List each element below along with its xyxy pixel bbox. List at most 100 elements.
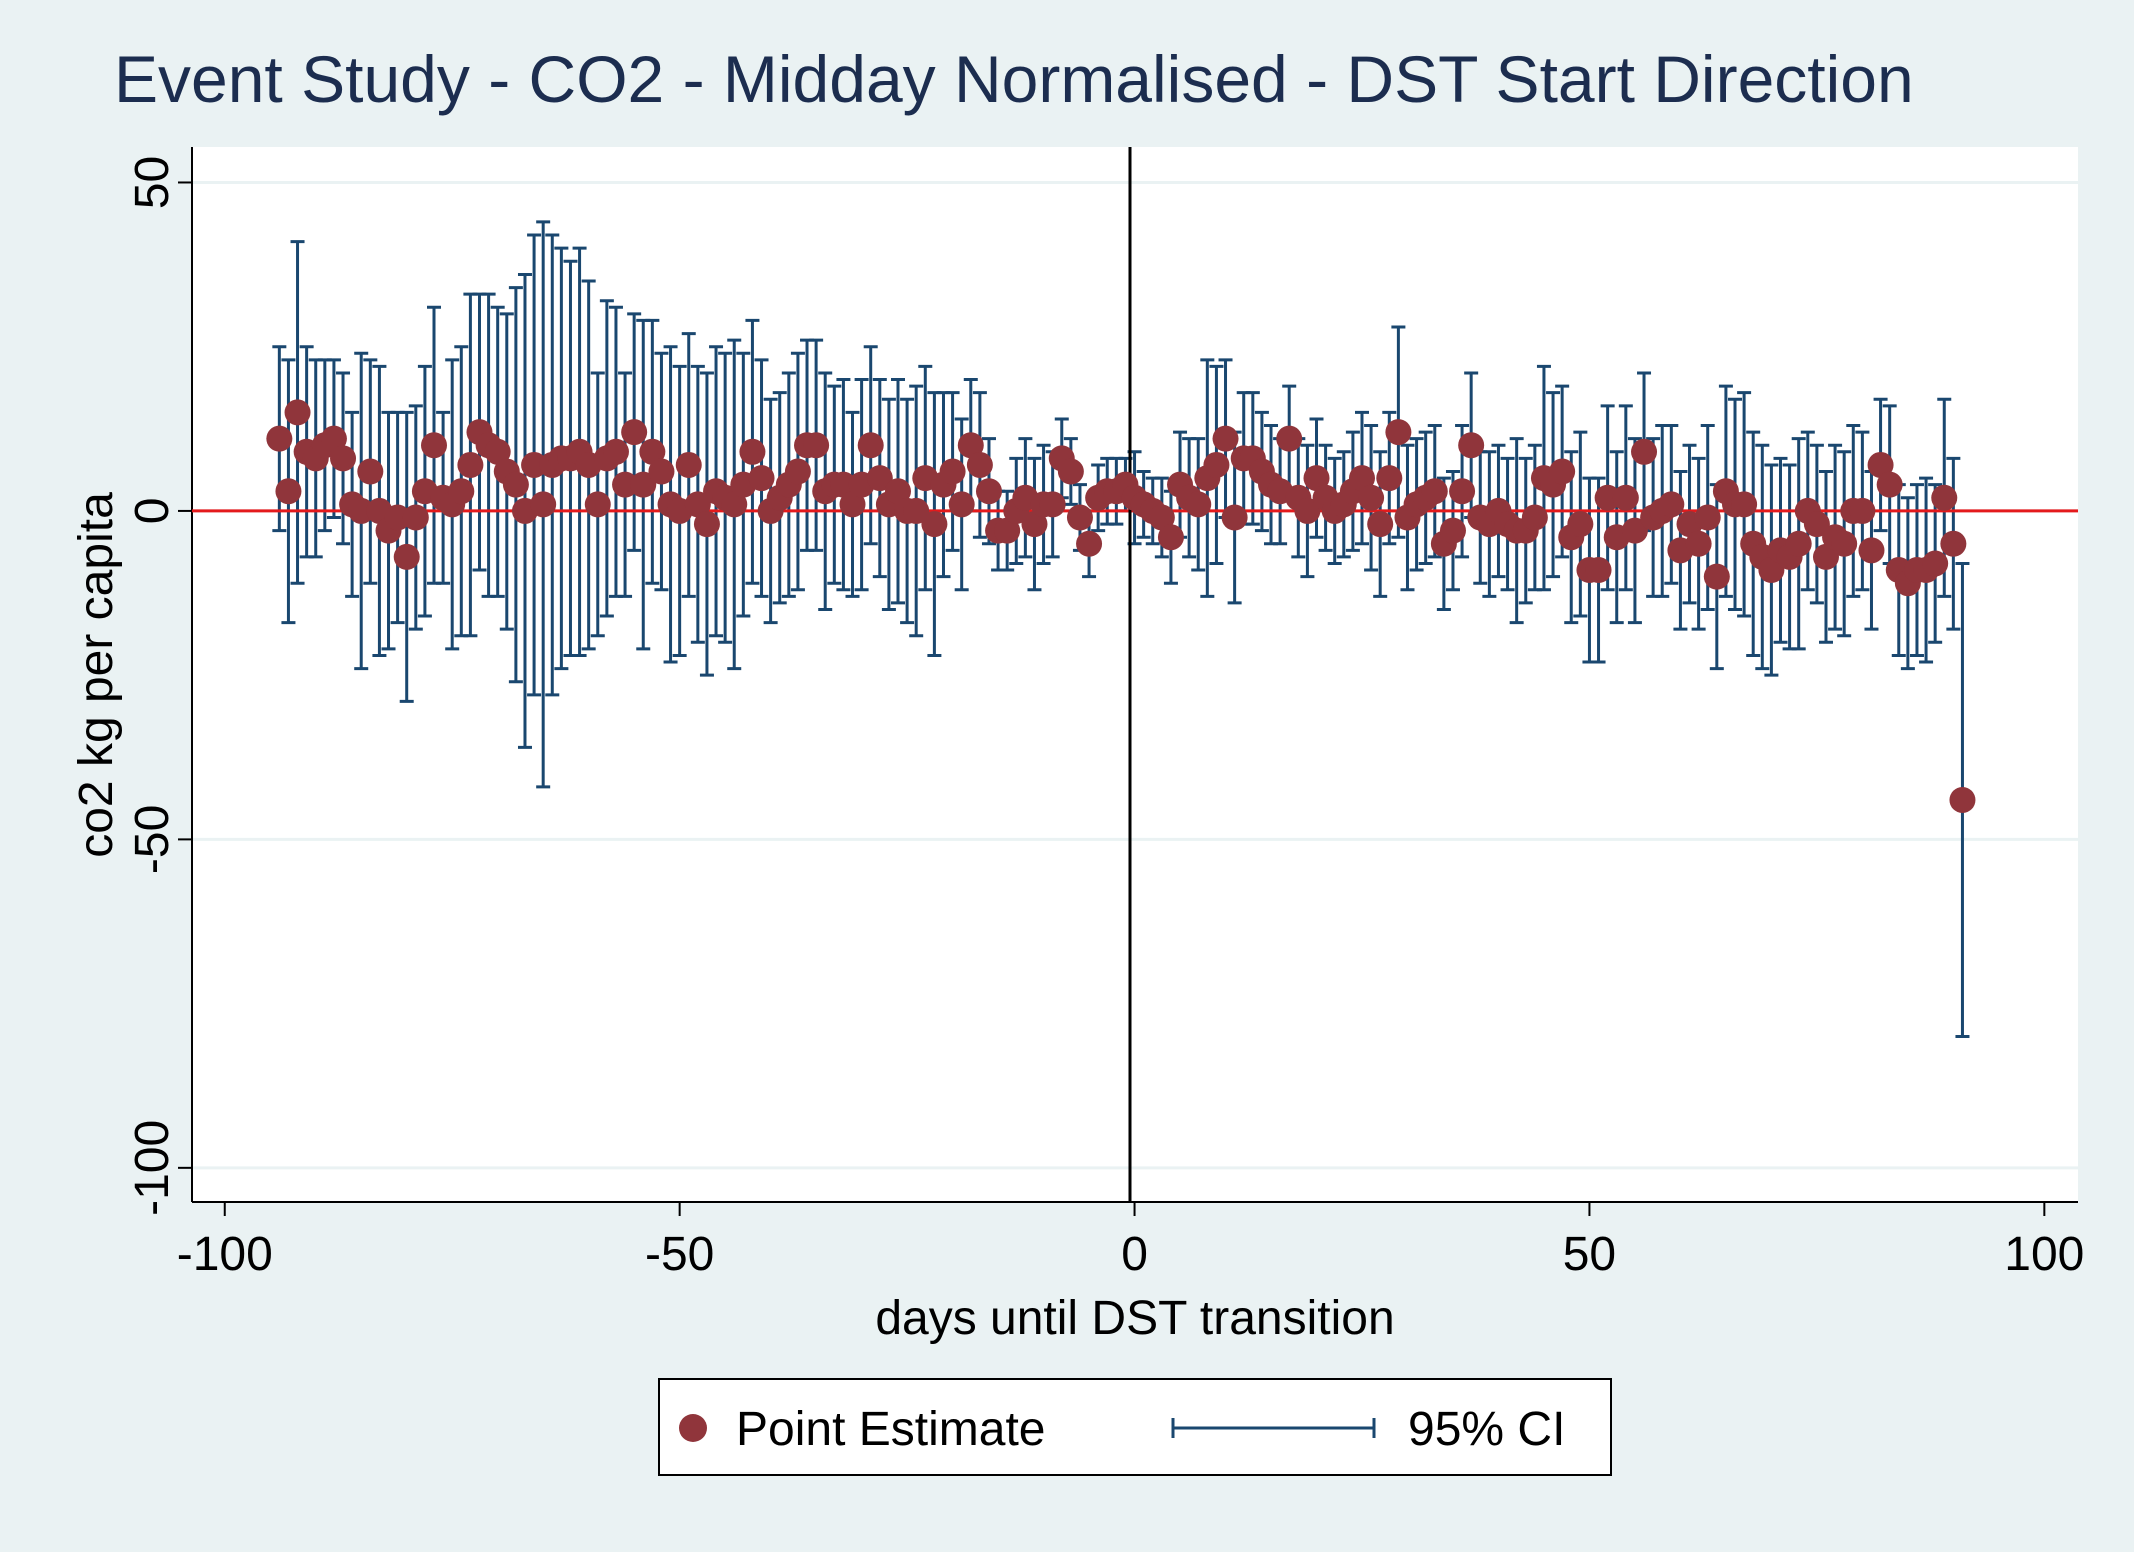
point-estimate [693,511,720,538]
y-axis-title: co2 kg per capita [70,492,123,858]
point-estimate [1758,557,1785,584]
point-estimate [320,425,347,452]
point-estimate [857,432,884,459]
point-estimate [748,465,775,492]
point-estimate [1439,517,1466,544]
point-estimate [1148,504,1175,531]
point-estimate [621,419,648,446]
point-estimate [284,399,311,426]
point-estimate [1694,504,1721,531]
point-estimate [1203,451,1230,478]
point-estimate [884,478,911,505]
legend-box [658,1378,1612,1476]
legend: Point Estimate 95% CI [658,1378,1612,1476]
legend-label: 95% CI [1408,1403,1565,1456]
point-estimate [1612,484,1639,511]
point-estimate [1157,524,1184,551]
legend-marker [1171,1418,1376,1438]
point-estimate [1867,451,1894,478]
point-estimate [1039,491,1066,518]
point-estimate [975,478,1002,505]
point-estimate [1458,432,1485,459]
point-estimate [1621,517,1648,544]
point-estimate [648,458,675,485]
point-estimate [1367,511,1394,538]
point-estimate [803,432,830,459]
point-estimate [1076,530,1103,557]
point-estimate [1185,491,1212,518]
point-estimate [830,471,857,498]
point-estimate [348,497,375,524]
point-estimate [266,425,293,452]
y-tick-label: -100 [126,1120,179,1216]
point-estimate [1348,465,1375,492]
x-tick-label: 0 [1121,1228,1148,1281]
point-estimate [866,465,893,492]
point-estimate [1949,786,1976,813]
point-estimate [1376,465,1403,492]
point-estimate [1057,458,1084,485]
y-tick-label: 0 [126,498,179,525]
x-tick-label: 50 [1563,1228,1616,1281]
point-estimate [1922,550,1949,577]
point-estimate [602,438,629,465]
point-estimate [357,458,384,485]
point-estimate [1849,497,1876,524]
x-axis-title: days until DST transition [875,1292,1394,1345]
point-estimate [1876,471,1903,498]
point-estimate [839,491,866,518]
point-estimate [275,478,302,505]
point-estimate [675,451,702,478]
point-estimate [1276,425,1303,452]
point-estimate [584,491,611,518]
point-estimate [784,458,811,485]
point-estimate [530,491,557,518]
point-estimate [1385,419,1412,446]
point-estimate [1585,557,1612,584]
point-estimate [393,543,420,570]
point-estimate [1658,491,1685,518]
x-tick-label: -50 [645,1228,714,1281]
point-estimate [994,517,1021,544]
point-estimate [1594,484,1621,511]
point-estimate [1421,478,1448,505]
point-estimate [1940,530,1967,557]
point-estimate [330,445,357,472]
point-estimate [1358,484,1385,511]
point-estimate [739,438,766,465]
plot-area [192,147,2078,1202]
point-estimate [1785,530,1812,557]
point-estimate [1831,530,1858,557]
point-estimate [1858,537,1885,564]
point-estimate [612,471,639,498]
point-estimate [1066,504,1093,531]
point-estimate [903,497,930,524]
point-estimate [521,451,548,478]
point-estimate [1221,504,1248,531]
legend-label: Point Estimate [736,1403,1045,1456]
point-estimate [639,438,666,465]
x-tick-label: -100 [177,1228,273,1281]
point-estimate [1449,478,1476,505]
y-tick-label: 50 [126,156,179,209]
point-estimate [1931,484,1958,511]
point-estimate [1549,458,1576,485]
point-estimate [1631,438,1658,465]
point-estimate [502,471,529,498]
point-estimate [1803,511,1830,538]
point-estimate [1567,511,1594,538]
point-estimate [1294,497,1321,524]
point-estimate [421,432,448,459]
point-estimate [1703,563,1730,590]
point-estimate [1212,425,1239,452]
chart-title: Event Study - CO2 - Midday Normalised - … [114,42,1914,116]
point-estimate [630,471,657,498]
point-estimate [966,451,993,478]
point-estimate [1021,511,1048,538]
point-estimate [448,478,475,505]
legend-marker [679,1414,707,1442]
point-estimate [684,491,711,518]
point-estimate [484,438,511,465]
